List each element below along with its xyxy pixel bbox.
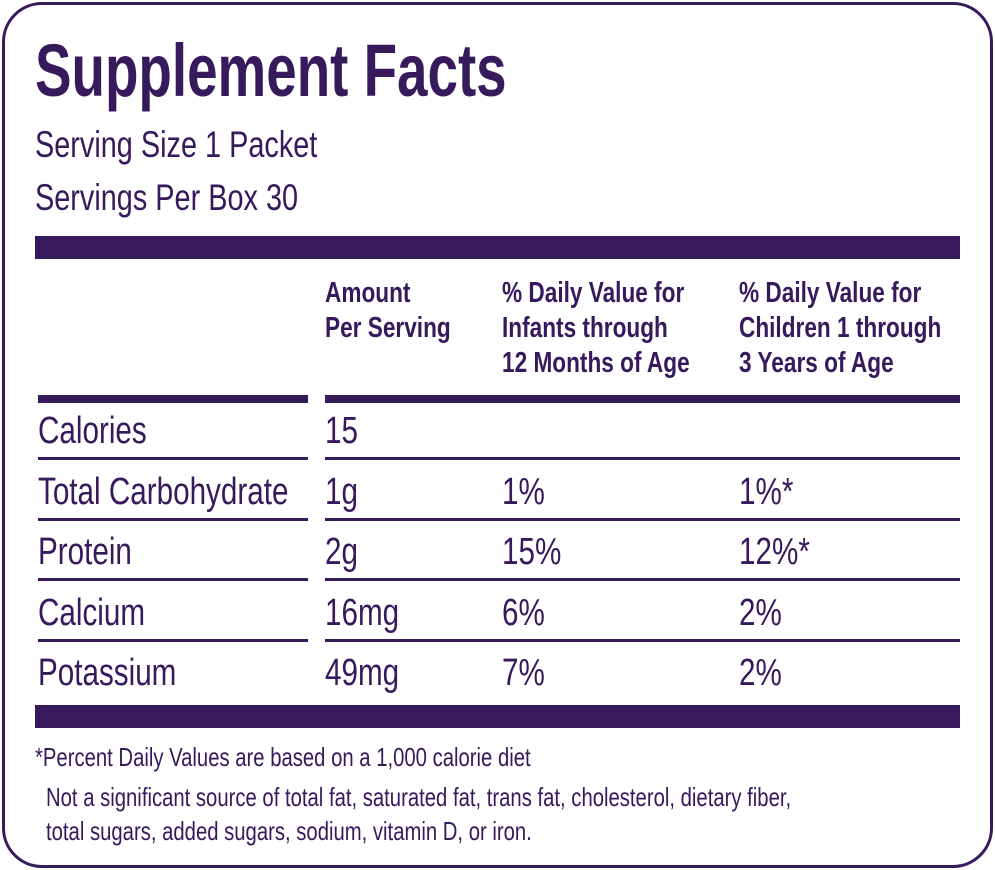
- header-line: % Daily Value for: [739, 277, 922, 309]
- servings-per-box: Servings Per Box 30: [35, 177, 299, 218]
- header-line: 3 Years of Age: [739, 347, 894, 379]
- footnote-not-significant-cont: total sugars, added sugars, sodium, vita…: [46, 816, 532, 846]
- header-amount: Amount Per Serving: [325, 276, 451, 346]
- cell-infants: 15%: [502, 531, 562, 573]
- header-line: Children 1 through: [739, 312, 942, 344]
- cell-amount: 15: [325, 410, 358, 452]
- row-divider: [325, 638, 960, 642]
- cell-name: Protein: [38, 531, 132, 573]
- row-divider: [38, 517, 308, 521]
- header-line: Amount: [325, 277, 411, 309]
- cell-amount: 16mg: [325, 591, 400, 634]
- footnote-dv: *Percent Daily Values are based on a 1,0…: [35, 742, 531, 772]
- row-divider: [38, 457, 308, 460]
- label-title: Supplement Facts: [35, 29, 507, 112]
- header-divider-left: [38, 395, 308, 403]
- header-line: Per Serving: [325, 312, 451, 344]
- cell-infants: 7%: [502, 652, 545, 694]
- header-line: 12 Months of Age: [502, 347, 690, 379]
- thick-divider: [35, 236, 960, 259]
- header-dv-children: % Daily Value for Children 1 through 3 Y…: [739, 276, 941, 381]
- cell-name: Calories: [38, 410, 147, 452]
- header-divider-right: [325, 395, 960, 403]
- row-divider: [325, 517, 960, 521]
- row-divider: [38, 578, 308, 581]
- cell-children: 2%: [739, 591, 782, 634]
- header-line: Infants through: [502, 312, 668, 344]
- cell-name: Potassium: [38, 652, 177, 694]
- serving-size: Serving Size 1 Packet: [35, 124, 318, 165]
- header-dv-infants: % Daily Value for Infants through 12 Mon…: [502, 276, 690, 381]
- cell-amount: 49mg: [325, 652, 400, 694]
- cell-children: 12%*: [739, 531, 810, 573]
- header-line: % Daily Value for: [502, 277, 685, 309]
- row-divider: [325, 578, 960, 581]
- cell-amount: 2g: [325, 531, 358, 573]
- cell-amount: 1g: [325, 470, 358, 513]
- cell-infants: 1%: [502, 470, 545, 513]
- thick-divider-bottom: [35, 705, 960, 728]
- cell-infants: 6%: [502, 591, 545, 634]
- footnote-not-significant: Not a significant source of total fat, s…: [46, 782, 792, 812]
- row-divider: [325, 457, 960, 460]
- cell-children: 1%*: [739, 470, 794, 513]
- row-divider: [38, 638, 308, 642]
- cell-name: Total Carbohydrate: [38, 470, 289, 513]
- cell-name: Calcium: [38, 591, 146, 634]
- cell-children: 2%: [739, 652, 782, 694]
